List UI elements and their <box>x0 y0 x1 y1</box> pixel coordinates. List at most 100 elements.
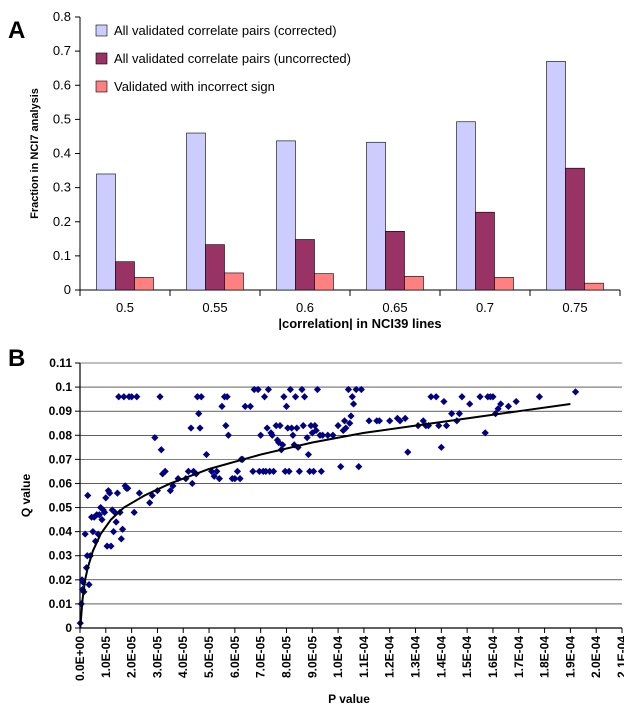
data-point <box>99 506 107 514</box>
data-point <box>254 385 262 394</box>
y-tick-label: 0.09 <box>49 404 73 418</box>
data-point <box>295 467 303 476</box>
data-point <box>90 513 98 521</box>
data-point <box>231 475 239 483</box>
y-tick-label: 0.5 <box>53 111 71 126</box>
data-point <box>284 424 292 432</box>
data-point <box>187 424 195 432</box>
legend-label-3: Validated with incorrect sign <box>114 79 275 94</box>
bar-1-0.7 <box>456 121 476 291</box>
bar-2-0.5 <box>115 261 135 291</box>
y-tick-label: 0.01 <box>49 597 73 611</box>
data-point <box>257 431 265 439</box>
data-point <box>156 393 164 401</box>
x-tick-label: 7.0E-05 <box>254 636 268 678</box>
y-tick-label: 0.2 <box>53 214 71 229</box>
x-tick-label: 0.55 <box>202 300 227 315</box>
data-point <box>263 424 271 432</box>
bar-2-0.6 <box>295 239 315 291</box>
data-point <box>309 467 318 476</box>
data-point <box>349 400 358 408</box>
data-point <box>218 402 226 410</box>
x-tick-label: 8.0E-05 <box>279 636 293 678</box>
data-point <box>307 422 315 430</box>
data-point <box>313 385 322 394</box>
data-point <box>419 417 427 425</box>
data-point <box>81 530 89 538</box>
data-point <box>117 535 125 543</box>
y-tick-label: 0.11 <box>49 356 72 370</box>
data-point <box>107 542 115 550</box>
x-tick-label: 9.0E-05 <box>305 636 319 678</box>
data-point <box>334 422 342 430</box>
data-point <box>340 417 349 425</box>
x-tick-label: 4.0E-05 <box>176 636 190 678</box>
x-tick-label: 1.0E-05 <box>99 636 113 678</box>
data-point <box>504 402 513 410</box>
data-point <box>293 424 301 432</box>
panel-label-b: B <box>8 345 25 372</box>
data-point <box>222 422 230 430</box>
legend-label-1: All validated correlate pairs (corrected… <box>114 23 337 38</box>
data-point <box>404 448 412 456</box>
x-tick-label: 6.0E-05 <box>228 636 242 678</box>
data-point <box>255 467 263 476</box>
bar-1-0.65 <box>366 141 386 291</box>
data-point <box>432 393 440 401</box>
data-point <box>246 402 254 410</box>
legend-label-2: All validated correlate pairs (uncorrect… <box>114 51 351 66</box>
data-point <box>269 467 278 476</box>
x-tick-label: 1.0E-04 <box>331 636 345 678</box>
data-point <box>299 422 307 430</box>
data-point <box>108 506 116 514</box>
data-point <box>106 489 114 497</box>
bar-3-0.55 <box>224 272 244 291</box>
bar-3-0.6 <box>314 273 334 291</box>
bar-1-0.75 <box>546 61 566 291</box>
y-tick-label: 0.03 <box>49 549 73 563</box>
data-point <box>466 400 474 408</box>
bar-2-0.7 <box>475 211 495 291</box>
data-point <box>130 508 138 516</box>
data-point <box>264 385 273 394</box>
data-point <box>280 393 288 401</box>
y-tick-label: 0 <box>65 621 72 635</box>
bar-chart-panel-a: A 0 0.1 0.2 0.3 0.4 0.5 0.6 0.7 0.8 0.5 0.55 0.6 0.6… <box>8 9 621 330</box>
x-tick-label: 1.4E-04 <box>434 636 448 678</box>
data-point <box>512 397 520 406</box>
data-point <box>365 417 373 425</box>
data-point <box>249 467 257 476</box>
data-point <box>285 467 293 476</box>
data-point <box>375 417 383 425</box>
y-tick-label: 0.1 <box>53 248 71 263</box>
data-point <box>442 422 451 430</box>
x-tick-label: 0.7 <box>476 300 494 315</box>
data-point <box>78 585 87 594</box>
data-point <box>85 581 93 589</box>
bar-3-0.65 <box>404 276 424 291</box>
data-point <box>279 441 287 449</box>
y-tick-label: 0.8 <box>53 9 71 24</box>
y-tick-label: 0.1 <box>55 380 72 394</box>
x-tick-label: 2.0E-04 <box>589 636 603 678</box>
y-tick-label: 0.6 <box>53 77 71 92</box>
data-point <box>435 422 443 430</box>
data-point <box>312 426 320 435</box>
data-point <box>233 467 242 476</box>
data-point <box>440 397 448 406</box>
x-tick-label: 1.2E-04 <box>383 636 397 678</box>
x-tick-label: 0.5 <box>116 300 134 315</box>
data-point <box>386 417 394 425</box>
data-point <box>448 409 456 418</box>
data-point <box>311 422 319 430</box>
data-point <box>303 434 311 442</box>
data-point <box>157 446 165 454</box>
data-point <box>357 385 365 394</box>
y-axis-title: Fraction in NCI7 analysis <box>29 88 41 219</box>
x-tick-label: 3.0E-05 <box>150 636 164 678</box>
data-point <box>291 393 300 401</box>
data-point <box>197 393 205 401</box>
data-point <box>571 388 580 396</box>
y-tick-label: 0.3 <box>53 180 71 195</box>
x-tick-label: 1.7E-04 <box>512 636 526 678</box>
